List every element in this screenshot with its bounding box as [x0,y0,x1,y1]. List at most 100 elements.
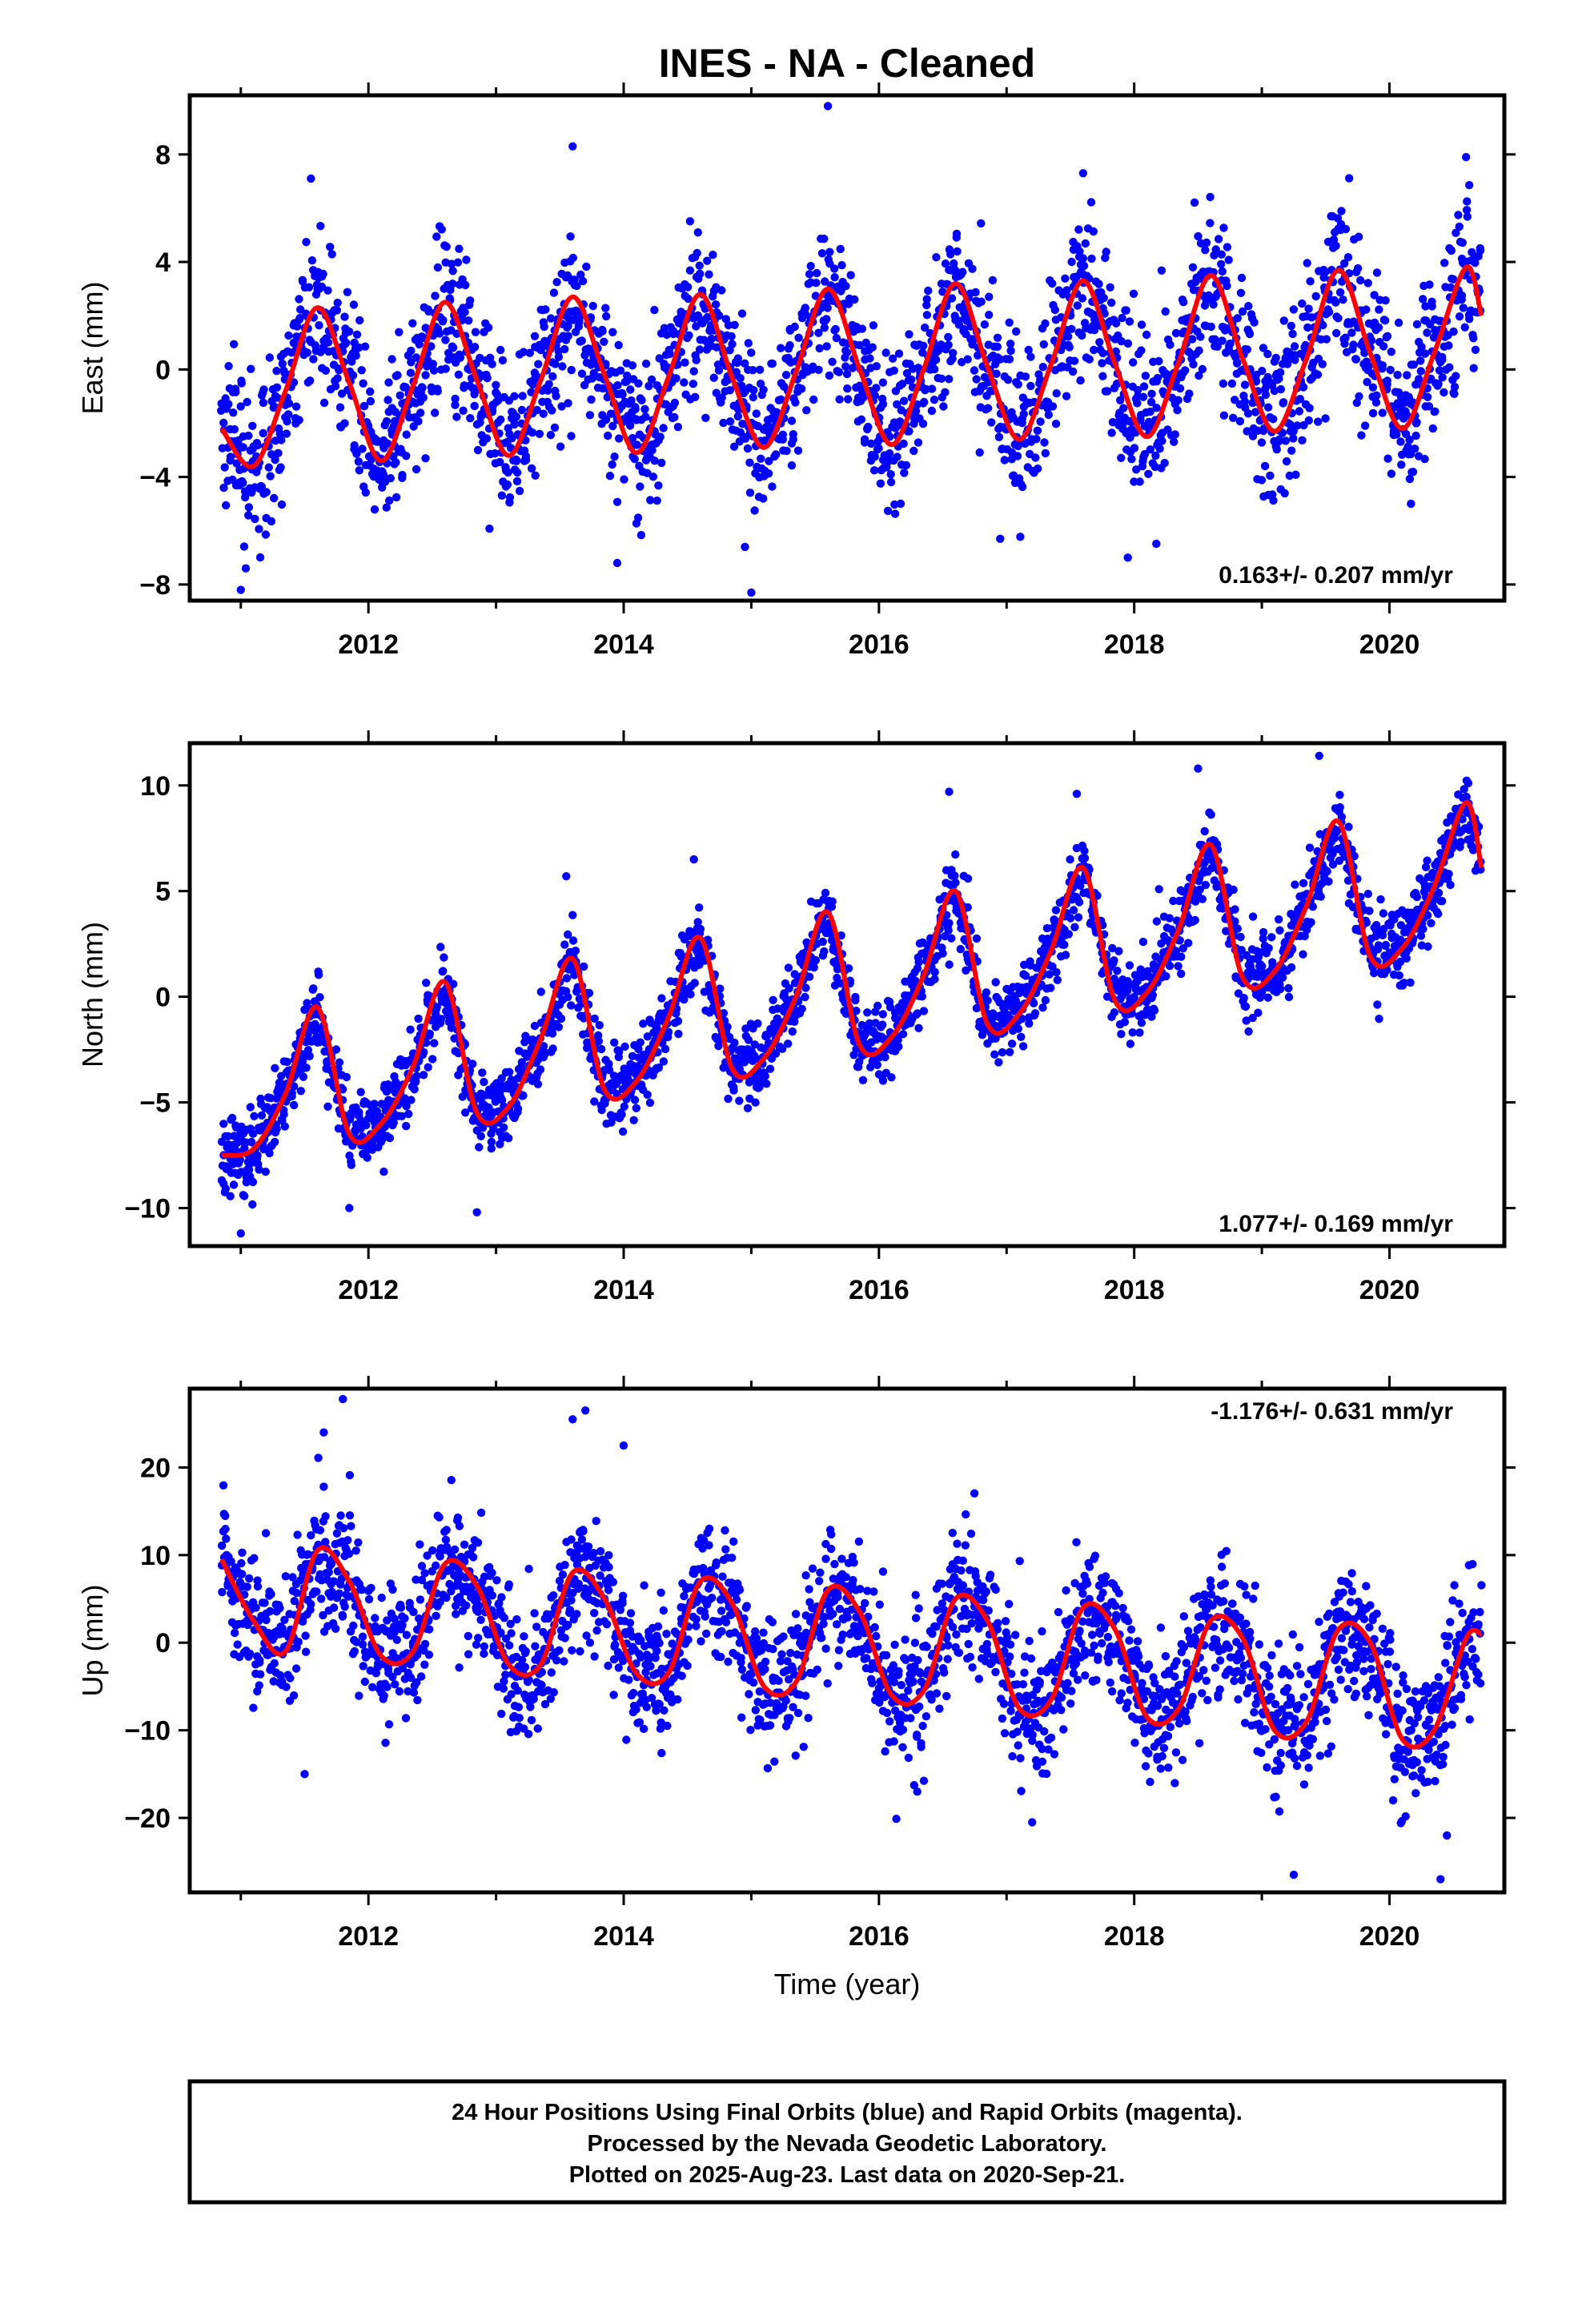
east-point [323,338,333,347]
east-point [809,395,818,404]
north-point [951,879,960,887]
north-point [680,995,689,1004]
north-point [496,1140,504,1149]
east-point [656,432,665,441]
east-point [1040,438,1049,447]
east-point [1469,364,1478,372]
north-point [1165,961,1174,971]
east-point [747,348,756,357]
east-point [412,464,421,474]
north-point [1299,879,1308,888]
north-point [338,1085,347,1094]
east-point [1337,207,1346,215]
east-point [866,439,876,448]
north-outlier-point [689,854,698,864]
east-point [255,553,265,562]
east-point [1194,231,1203,241]
east-point [1291,356,1299,364]
east-point [890,509,900,518]
north-point [1253,972,1262,982]
east-point [496,415,505,424]
north-point [248,1129,258,1138]
east-point [1405,474,1415,484]
east-point [1331,298,1340,307]
north-ytick-label: 5 [155,877,171,907]
east-point [1209,300,1218,309]
east-point [672,374,681,383]
east-point [932,253,941,262]
east-point [1261,390,1271,400]
north-point [1344,822,1353,831]
east-point [352,330,362,339]
east-point [521,456,531,464]
east-point [801,304,809,312]
north-point [480,1077,488,1087]
east-point [1439,388,1448,397]
east-point [448,279,457,288]
east-point [872,384,881,392]
east-point [224,362,233,371]
north-point [290,1082,299,1091]
east-point [429,366,439,375]
east-point [1139,382,1149,391]
north-point [556,1014,566,1023]
east-point [459,406,468,415]
east-point [1287,446,1296,455]
east-point [801,310,810,320]
east-point [980,320,990,329]
east-point [1138,392,1148,401]
east-point [869,466,879,475]
north-point [1396,957,1405,967]
east-point [1175,384,1185,393]
north-outlier-point [945,787,954,796]
east-point [1417,343,1426,352]
east-point [1185,389,1194,398]
east-point [406,368,416,377]
east-point [670,412,679,422]
east-point [1438,373,1447,382]
east-point [1026,381,1035,391]
east-point [1018,418,1026,428]
north-point [751,1098,760,1107]
north-point [248,1200,257,1209]
east-point [652,497,661,505]
north-point [1060,940,1069,949]
east-point [841,362,850,371]
north-point [654,1063,664,1072]
north-point [1242,1016,1251,1025]
east-point [421,371,430,380]
east-point [1355,232,1363,241]
east-point [1217,259,1226,268]
east-point [1050,305,1060,315]
east-point [224,400,233,408]
east-point [395,328,404,336]
east-point [393,371,402,380]
north-point [530,1021,540,1031]
east-point [230,425,239,434]
east-point [1463,212,1472,221]
north-point [226,1192,235,1200]
north-point [945,960,954,969]
east-point [1434,380,1443,388]
east-point [1476,243,1485,253]
north-point [1014,1024,1023,1033]
north-point [740,1058,749,1067]
east-point [1356,275,1365,285]
east-point [306,376,315,385]
north-point [1464,778,1473,788]
north-point [1113,967,1122,975]
north-point [878,1020,887,1029]
north-point [590,1014,599,1023]
east-point [685,266,695,275]
east-point [626,385,635,394]
east-point [738,420,747,428]
east-point [552,278,561,287]
north-point [643,1032,652,1041]
east-point [437,225,446,234]
east-point [1219,411,1229,420]
north-point [729,1086,738,1095]
east-point [347,357,356,366]
north-point [944,926,953,935]
east-point [1137,320,1146,329]
